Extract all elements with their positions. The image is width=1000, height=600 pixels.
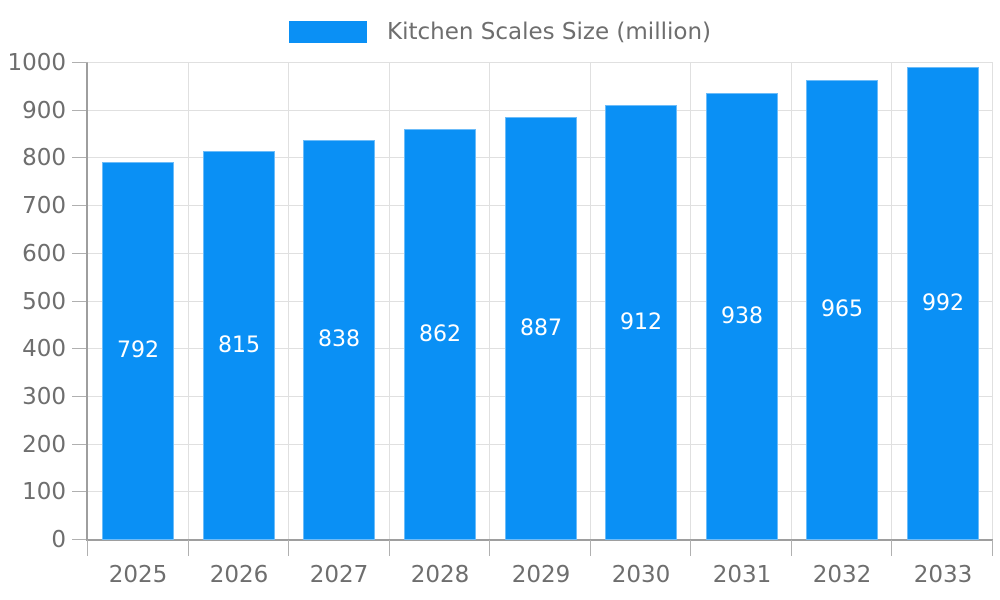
legend[interactable]: Kitchen Scales Size (million)	[0, 18, 1000, 46]
x-gridline	[690, 63, 691, 540]
bar[interactable]	[303, 140, 375, 540]
bar-value-label: 965	[821, 297, 863, 322]
bar-value-label: 838	[318, 327, 360, 352]
bar-value-label: 815	[218, 333, 260, 358]
x-tick-label: 2033	[913, 562, 973, 588]
x-tick-label: 2031	[712, 562, 772, 588]
y-tick-label: 800	[22, 145, 66, 171]
y-tick-label: 200	[22, 432, 66, 458]
bar-value-label: 887	[520, 316, 562, 341]
y-tick-label: 300	[22, 384, 66, 410]
y-tick	[72, 253, 88, 254]
x-tick	[891, 540, 892, 556]
y-tick	[72, 348, 88, 349]
x-tick-label: 2027	[309, 562, 369, 588]
y-gridline	[88, 62, 993, 63]
y-tick	[72, 444, 88, 445]
legend-label: Kitchen Scales Size (million)	[386, 19, 711, 45]
y-tick-label: 1000	[7, 50, 66, 76]
x-gridline	[791, 63, 792, 540]
x-tick	[389, 540, 390, 556]
x-tick-label: 2026	[209, 562, 269, 588]
x-tick	[992, 540, 993, 556]
bar[interactable]	[505, 117, 577, 540]
x-gridline	[590, 63, 591, 540]
x-tick-label: 2032	[812, 562, 872, 588]
y-tick-label: 700	[22, 193, 66, 219]
y-tick	[72, 301, 88, 302]
y-axis-line	[86, 63, 88, 540]
x-tick	[288, 540, 289, 556]
x-tick	[489, 540, 490, 556]
bar-value-label: 862	[419, 322, 461, 347]
bar[interactable]	[706, 93, 778, 540]
x-gridline	[891, 63, 892, 540]
y-tick	[72, 396, 88, 397]
y-tick-label: 400	[22, 336, 66, 362]
y-tick-label: 500	[22, 289, 66, 315]
bar-value-label: 912	[620, 310, 662, 335]
bar[interactable]	[404, 129, 476, 540]
x-tick	[87, 540, 88, 556]
x-axis-line	[86, 539, 993, 541]
x-gridline	[992, 63, 993, 540]
x-tick-label: 2025	[108, 562, 168, 588]
y-tick-label: 0	[51, 527, 66, 553]
y-tick	[72, 157, 88, 158]
x-tick-label: 2028	[410, 562, 470, 588]
bar[interactable]	[605, 105, 677, 540]
x-tick-label: 2029	[511, 562, 571, 588]
x-gridline	[188, 63, 189, 540]
y-tick	[72, 539, 88, 540]
y-tick-label: 900	[22, 98, 66, 124]
bar[interactable]	[907, 67, 979, 540]
y-tick	[72, 491, 88, 492]
x-gridline	[288, 63, 289, 540]
bar[interactable]	[102, 162, 174, 540]
y-tick	[72, 205, 88, 206]
x-tick	[791, 540, 792, 556]
x-gridline	[389, 63, 390, 540]
x-tick	[690, 540, 691, 556]
y-gridline	[88, 110, 993, 111]
x-tick	[590, 540, 591, 556]
y-tick	[72, 110, 88, 111]
legend-swatch	[288, 21, 367, 43]
y-tick-label: 100	[22, 479, 66, 505]
bar-value-label: 938	[721, 304, 763, 329]
bar[interactable]	[806, 80, 878, 540]
x-tick-label: 2030	[611, 562, 671, 588]
x-tick	[188, 540, 189, 556]
y-tick-label: 600	[22, 241, 66, 267]
x-gridline	[489, 63, 490, 540]
bar-value-label: 992	[922, 291, 964, 316]
bar[interactable]	[203, 151, 275, 540]
y-tick	[72, 62, 88, 63]
bar-value-label: 792	[117, 338, 159, 363]
